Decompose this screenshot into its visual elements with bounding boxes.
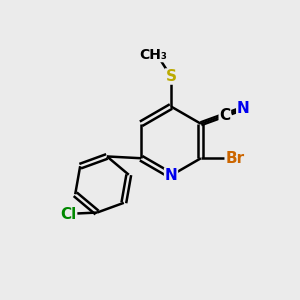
Text: Cl: Cl bbox=[60, 207, 76, 222]
Text: C: C bbox=[219, 107, 230, 122]
Text: Br: Br bbox=[225, 151, 244, 166]
Text: S: S bbox=[166, 69, 176, 84]
Text: N: N bbox=[237, 101, 250, 116]
Text: N: N bbox=[165, 168, 177, 183]
Text: CH₃: CH₃ bbox=[139, 48, 167, 62]
